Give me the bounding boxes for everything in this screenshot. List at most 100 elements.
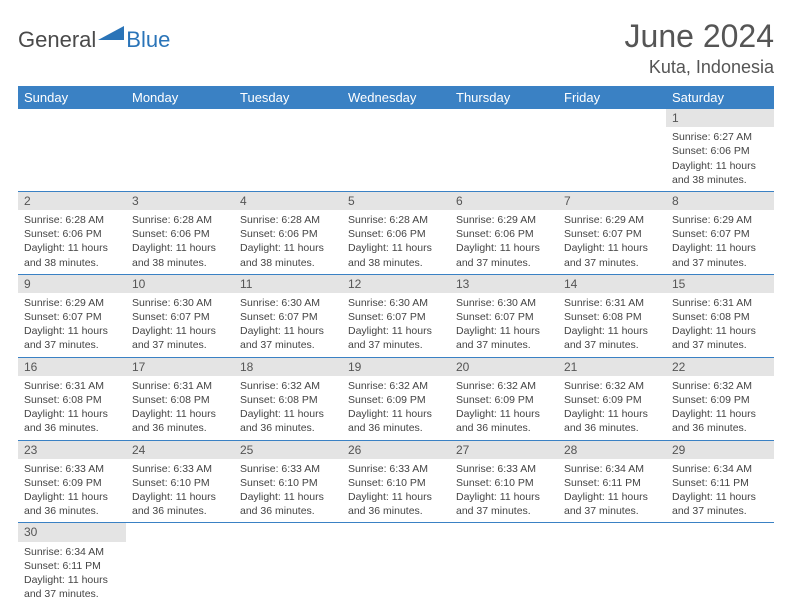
calendar-cell: 7Sunrise: 6:29 AMSunset: 6:07 PMDaylight…: [558, 191, 666, 274]
sunrise-line: Sunrise: 6:32 AM: [348, 379, 444, 393]
day-details: Sunrise: 6:30 AMSunset: 6:07 PMDaylight:…: [234, 293, 342, 357]
day-details: Sunrise: 6:31 AMSunset: 6:08 PMDaylight:…: [126, 376, 234, 440]
sunset-line: Sunset: 6:07 PM: [132, 310, 228, 324]
calendar-row: 30Sunrise: 6:34 AMSunset: 6:11 PMDayligh…: [18, 523, 774, 605]
sunrise-line: Sunrise: 6:32 AM: [564, 379, 660, 393]
day-number: 13: [450, 275, 558, 293]
daylight-line: Daylight: 11 hours and 37 minutes.: [456, 490, 552, 518]
sunset-line: Sunset: 6:07 PM: [24, 310, 120, 324]
calendar-cell: 19Sunrise: 6:32 AMSunset: 6:09 PMDayligh…: [342, 357, 450, 440]
calendar-table: Sunday Monday Tuesday Wednesday Thursday…: [18, 86, 774, 605]
calendar-row: 2Sunrise: 6:28 AMSunset: 6:06 PMDaylight…: [18, 191, 774, 274]
calendar-cell: [18, 109, 126, 191]
calendar-cell: 26Sunrise: 6:33 AMSunset: 6:10 PMDayligh…: [342, 440, 450, 523]
daylight-line: Daylight: 11 hours and 37 minutes.: [672, 241, 768, 269]
logo-word2: Blue: [126, 27, 170, 53]
daylight-line: Daylight: 11 hours and 37 minutes.: [564, 324, 660, 352]
calendar-cell: [558, 523, 666, 605]
calendar-cell: 12Sunrise: 6:30 AMSunset: 6:07 PMDayligh…: [342, 274, 450, 357]
day-number: 15: [666, 275, 774, 293]
sunset-line: Sunset: 6:07 PM: [564, 227, 660, 241]
sunrise-line: Sunrise: 6:33 AM: [132, 462, 228, 476]
daylight-line: Daylight: 11 hours and 37 minutes.: [240, 324, 336, 352]
logo-word1: General: [18, 27, 96, 53]
calendar-cell: 13Sunrise: 6:30 AMSunset: 6:07 PMDayligh…: [450, 274, 558, 357]
daylight-line: Daylight: 11 hours and 36 minutes.: [240, 490, 336, 518]
day-number: 2: [18, 192, 126, 210]
day-number: 17: [126, 358, 234, 376]
sunset-line: Sunset: 6:06 PM: [348, 227, 444, 241]
day-header-row: Sunday Monday Tuesday Wednesday Thursday…: [18, 86, 774, 109]
day-number: 18: [234, 358, 342, 376]
day-number: 25: [234, 441, 342, 459]
sunrise-line: Sunrise: 6:33 AM: [240, 462, 336, 476]
daylight-line: Daylight: 11 hours and 38 minutes.: [132, 241, 228, 269]
sunrise-line: Sunrise: 6:28 AM: [132, 213, 228, 227]
sunset-line: Sunset: 6:10 PM: [456, 476, 552, 490]
daylight-line: Daylight: 11 hours and 36 minutes.: [348, 407, 444, 435]
calendar-cell: 4Sunrise: 6:28 AMSunset: 6:06 PMDaylight…: [234, 191, 342, 274]
sunset-line: Sunset: 6:06 PM: [240, 227, 336, 241]
calendar-cell: [234, 109, 342, 191]
calendar-cell: [126, 523, 234, 605]
daylight-line: Daylight: 11 hours and 38 minutes.: [672, 159, 768, 187]
sunset-line: Sunset: 6:10 PM: [348, 476, 444, 490]
calendar-cell: 18Sunrise: 6:32 AMSunset: 6:08 PMDayligh…: [234, 357, 342, 440]
day-details: Sunrise: 6:33 AMSunset: 6:10 PMDaylight:…: [126, 459, 234, 523]
sunset-line: Sunset: 6:08 PM: [240, 393, 336, 407]
calendar-cell: 29Sunrise: 6:34 AMSunset: 6:11 PMDayligh…: [666, 440, 774, 523]
day-number: 11: [234, 275, 342, 293]
day-details: Sunrise: 6:28 AMSunset: 6:06 PMDaylight:…: [234, 210, 342, 274]
day-details: Sunrise: 6:32 AMSunset: 6:09 PMDaylight:…: [342, 376, 450, 440]
calendar-cell: 17Sunrise: 6:31 AMSunset: 6:08 PMDayligh…: [126, 357, 234, 440]
day-number: 3: [126, 192, 234, 210]
day-details: Sunrise: 6:28 AMSunset: 6:06 PMDaylight:…: [126, 210, 234, 274]
sunrise-line: Sunrise: 6:34 AM: [672, 462, 768, 476]
day-details: Sunrise: 6:31 AMSunset: 6:08 PMDaylight:…: [666, 293, 774, 357]
daylight-line: Daylight: 11 hours and 37 minutes.: [24, 573, 120, 601]
day-number: 5: [342, 192, 450, 210]
sunrise-line: Sunrise: 6:31 AM: [564, 296, 660, 310]
day-number: 29: [666, 441, 774, 459]
sunset-line: Sunset: 6:11 PM: [672, 476, 768, 490]
sunrise-line: Sunrise: 6:31 AM: [132, 379, 228, 393]
sunrise-line: Sunrise: 6:28 AM: [24, 213, 120, 227]
day-details: Sunrise: 6:31 AMSunset: 6:08 PMDaylight:…: [558, 293, 666, 357]
daylight-line: Daylight: 11 hours and 38 minutes.: [24, 241, 120, 269]
day-details: Sunrise: 6:27 AMSunset: 6:06 PMDaylight:…: [666, 127, 774, 191]
day-details: Sunrise: 6:32 AMSunset: 6:09 PMDaylight:…: [666, 376, 774, 440]
sunrise-line: Sunrise: 6:30 AM: [348, 296, 444, 310]
sunrise-line: Sunrise: 6:29 AM: [672, 213, 768, 227]
day-number: 6: [450, 192, 558, 210]
day-number: 12: [342, 275, 450, 293]
sunset-line: Sunset: 6:08 PM: [672, 310, 768, 324]
calendar-cell: 3Sunrise: 6:28 AMSunset: 6:06 PMDaylight…: [126, 191, 234, 274]
calendar-cell: 28Sunrise: 6:34 AMSunset: 6:11 PMDayligh…: [558, 440, 666, 523]
sunset-line: Sunset: 6:09 PM: [564, 393, 660, 407]
sunrise-line: Sunrise: 6:28 AM: [348, 213, 444, 227]
day-header: Sunday: [18, 86, 126, 109]
calendar-cell: 24Sunrise: 6:33 AMSunset: 6:10 PMDayligh…: [126, 440, 234, 523]
sunrise-line: Sunrise: 6:29 AM: [564, 213, 660, 227]
sunset-line: Sunset: 6:09 PM: [672, 393, 768, 407]
daylight-line: Daylight: 11 hours and 36 minutes.: [564, 407, 660, 435]
day-details: Sunrise: 6:29 AMSunset: 6:07 PMDaylight:…: [18, 293, 126, 357]
day-details: Sunrise: 6:29 AMSunset: 6:06 PMDaylight:…: [450, 210, 558, 274]
daylight-line: Daylight: 11 hours and 37 minutes.: [456, 324, 552, 352]
day-number: 14: [558, 275, 666, 293]
daylight-line: Daylight: 11 hours and 36 minutes.: [24, 490, 120, 518]
day-details: Sunrise: 6:33 AMSunset: 6:09 PMDaylight:…: [18, 459, 126, 523]
day-details: Sunrise: 6:32 AMSunset: 6:09 PMDaylight:…: [558, 376, 666, 440]
sunrise-line: Sunrise: 6:31 AM: [672, 296, 768, 310]
calendar-cell: 6Sunrise: 6:29 AMSunset: 6:06 PMDaylight…: [450, 191, 558, 274]
calendar-cell: 11Sunrise: 6:30 AMSunset: 6:07 PMDayligh…: [234, 274, 342, 357]
calendar-cell: [234, 523, 342, 605]
daylight-line: Daylight: 11 hours and 37 minutes.: [564, 241, 660, 269]
day-number: 30: [18, 523, 126, 541]
title-block: June 2024 Kuta, Indonesia: [625, 18, 774, 78]
calendar-cell: 21Sunrise: 6:32 AMSunset: 6:09 PMDayligh…: [558, 357, 666, 440]
calendar-cell: [342, 109, 450, 191]
sunset-line: Sunset: 6:08 PM: [132, 393, 228, 407]
calendar-row: 9Sunrise: 6:29 AMSunset: 6:07 PMDaylight…: [18, 274, 774, 357]
calendar-row: 23Sunrise: 6:33 AMSunset: 6:09 PMDayligh…: [18, 440, 774, 523]
